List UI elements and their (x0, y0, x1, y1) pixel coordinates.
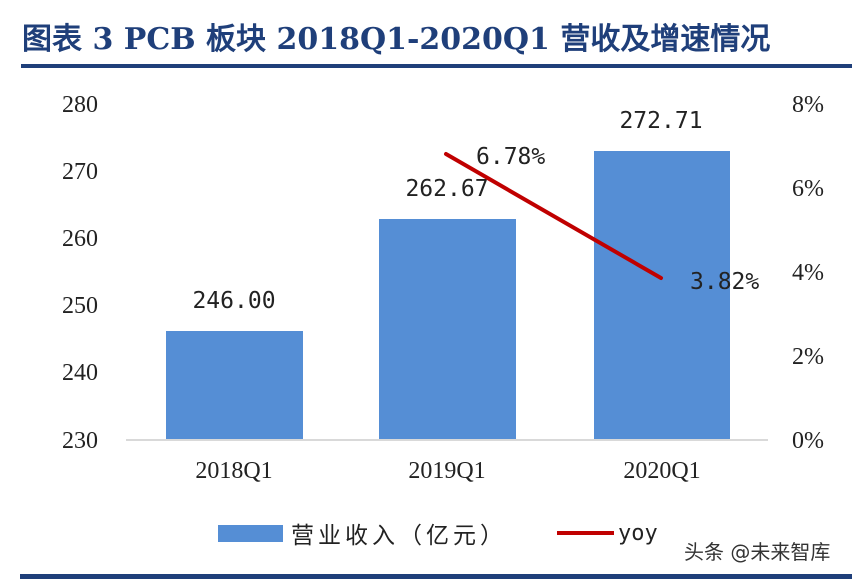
legend-label-revenue: 营业收入（亿元） (291, 523, 507, 549)
left-tick: 270 (62, 159, 98, 185)
right-tick: 8% (792, 92, 824, 118)
bar-value-label: 272.71 (619, 108, 702, 134)
legend-line-swatch (557, 531, 614, 535)
watermark: 头条 @未来智库 (684, 540, 831, 564)
left-tick: 240 (62, 360, 98, 386)
left-axis: 280 270 260 250 240 230 (62, 92, 98, 454)
category-label: 2019Q1 (408, 458, 485, 484)
yoy-line (444, 152, 663, 280)
line-value-label: 3.82% (690, 269, 759, 295)
bottom-rule (20, 574, 852, 579)
bar-value-label: 246.00 (192, 288, 275, 314)
category-label: 2020Q1 (623, 458, 700, 484)
bar-2020q1 (594, 151, 730, 439)
figure-title: 图表 3 PCB 板块 2018Q1-2020Q1 营收及增速情况 (22, 22, 771, 57)
right-tick: 0% (792, 428, 824, 454)
left-tick: 260 (62, 226, 98, 252)
left-tick: 280 (62, 92, 98, 118)
legend-bar-swatch (218, 524, 283, 542)
right-tick: 6% (792, 176, 824, 202)
legend-item-yoy: yoy (557, 517, 658, 549)
title-rule (21, 64, 852, 68)
right-axis: 8% 6% 4% 2% 0% (792, 92, 824, 454)
left-tick: 230 (62, 428, 98, 454)
bar-2018q1 (166, 331, 303, 439)
legend-label-yoy: yoy (618, 520, 658, 546)
legend-item-revenue: 营业收入（亿元） (218, 517, 507, 549)
line-value-label: 6.78% (476, 144, 545, 170)
category-label: 2018Q1 (195, 458, 272, 484)
right-tick: 2% (792, 344, 824, 370)
bar-value-label: 262.67 (405, 176, 488, 202)
bar-2019q1 (379, 219, 516, 439)
right-tick: 4% (792, 260, 824, 286)
left-tick: 250 (62, 293, 98, 319)
